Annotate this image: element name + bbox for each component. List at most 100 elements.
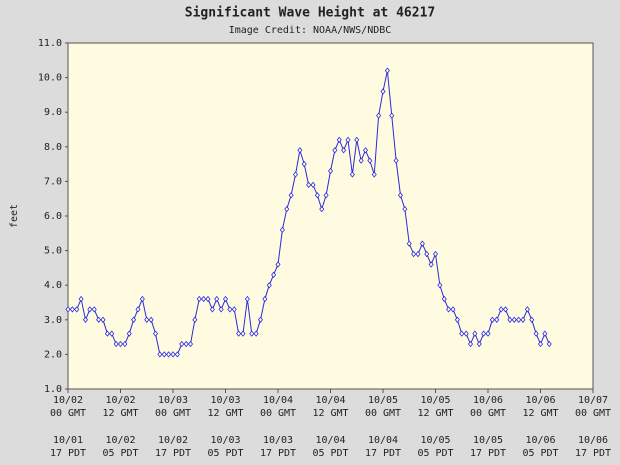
y-tick-label: 9.0 bbox=[44, 107, 62, 118]
plot-area bbox=[67, 42, 594, 390]
data-point bbox=[253, 330, 259, 337]
data-point bbox=[498, 306, 504, 313]
data-point bbox=[227, 306, 233, 313]
x-tick-label: 10/04 00 GMT bbox=[260, 395, 296, 419]
y-tick-label: 1.0 bbox=[44, 384, 62, 395]
y-tick-label: 5.0 bbox=[44, 246, 62, 257]
data-point bbox=[301, 160, 307, 168]
data-point bbox=[288, 192, 294, 199]
data-point bbox=[126, 330, 132, 337]
data-point bbox=[354, 136, 360, 144]
data-point bbox=[516, 316, 522, 323]
x2-tick-label: 10/04 17 PDT bbox=[365, 435, 401, 459]
data-point bbox=[271, 271, 277, 278]
data-point bbox=[91, 306, 97, 313]
data-point bbox=[214, 295, 220, 303]
data-point bbox=[542, 330, 548, 337]
data-point bbox=[472, 330, 478, 337]
x-tick-label: 10/04 12 GMT bbox=[312, 395, 348, 419]
data-point bbox=[437, 282, 443, 289]
data-point bbox=[454, 316, 460, 323]
x2-tick-label: 10/03 17 PDT bbox=[260, 435, 296, 459]
data-point bbox=[411, 250, 417, 258]
chart-title: Significant Wave Height at 46217 bbox=[185, 6, 435, 21]
data-point bbox=[292, 171, 299, 178]
data-point bbox=[319, 205, 325, 213]
y-tick-label: 4.0 bbox=[44, 280, 62, 291]
x2-tick-label: 10/05 05 PDT bbox=[417, 435, 453, 459]
data-point bbox=[362, 147, 369, 154]
data-point bbox=[266, 282, 272, 289]
data-point bbox=[520, 316, 526, 323]
data-point bbox=[310, 181, 316, 189]
data-point bbox=[174, 351, 180, 358]
y-tick-label: 6.0 bbox=[44, 211, 62, 222]
data-point bbox=[314, 192, 320, 199]
data-point bbox=[341, 147, 347, 154]
data-point bbox=[524, 306, 530, 313]
data-point bbox=[187, 340, 194, 348]
data-point bbox=[131, 316, 137, 323]
data-point bbox=[262, 295, 268, 303]
data-point bbox=[467, 340, 474, 348]
data-point bbox=[279, 226, 285, 233]
data-point bbox=[323, 192, 329, 199]
y-tick-label: 8.0 bbox=[44, 142, 62, 153]
data-point bbox=[397, 192, 404, 199]
data-point bbox=[345, 136, 351, 144]
data-point bbox=[507, 316, 513, 323]
data-point bbox=[332, 147, 338, 154]
data-point bbox=[135, 306, 141, 313]
data-point bbox=[82, 316, 89, 323]
data-point bbox=[424, 250, 430, 258]
data-point bbox=[139, 295, 145, 303]
x2-tick-label: 10/04 05 PDT bbox=[312, 435, 348, 459]
data-point bbox=[533, 330, 539, 337]
data-point bbox=[170, 351, 176, 358]
data-point bbox=[511, 316, 517, 323]
data-point bbox=[432, 250, 439, 258]
data-point bbox=[201, 295, 207, 303]
data-point bbox=[459, 330, 465, 337]
data-point bbox=[249, 330, 255, 337]
data-point bbox=[384, 67, 390, 74]
x2-tick-label: 10/06 05 PDT bbox=[522, 435, 558, 459]
x-tick-label: 10/03 12 GMT bbox=[207, 395, 243, 419]
data-point bbox=[476, 340, 482, 348]
data-point bbox=[196, 295, 202, 303]
data-point bbox=[367, 157, 373, 164]
data-point bbox=[74, 306, 80, 313]
data-point bbox=[371, 171, 377, 178]
data-point bbox=[69, 306, 75, 313]
x2-tick-label: 10/02 17 PDT bbox=[155, 435, 191, 459]
data-point bbox=[87, 306, 93, 313]
data-point bbox=[183, 340, 189, 348]
data-point bbox=[166, 351, 172, 358]
data-point bbox=[358, 157, 364, 164]
data-point bbox=[144, 316, 150, 323]
data-point bbox=[157, 351, 163, 358]
x2-tick-label: 10/01 17 PDT bbox=[50, 435, 86, 459]
y-axis-label: feet bbox=[9, 204, 20, 228]
data-point bbox=[306, 181, 312, 189]
data-point bbox=[463, 330, 469, 337]
data-point bbox=[275, 261, 281, 268]
data-point bbox=[380, 88, 386, 95]
data-point bbox=[65, 306, 71, 313]
data-point bbox=[192, 316, 198, 323]
data-point bbox=[222, 295, 229, 303]
y-tick-label: 2.0 bbox=[44, 349, 62, 360]
data-point bbox=[104, 330, 110, 337]
data-point bbox=[336, 136, 342, 144]
data-point bbox=[205, 295, 211, 303]
data-point bbox=[502, 306, 509, 313]
x-tick-label: 10/03 00 GMT bbox=[155, 395, 191, 419]
data-point bbox=[402, 205, 408, 213]
data-point bbox=[117, 340, 124, 348]
x-tick-label: 10/07 00 GMT bbox=[575, 395, 611, 419]
data-point bbox=[349, 171, 355, 178]
data-point bbox=[441, 295, 447, 303]
data-point bbox=[297, 147, 303, 154]
